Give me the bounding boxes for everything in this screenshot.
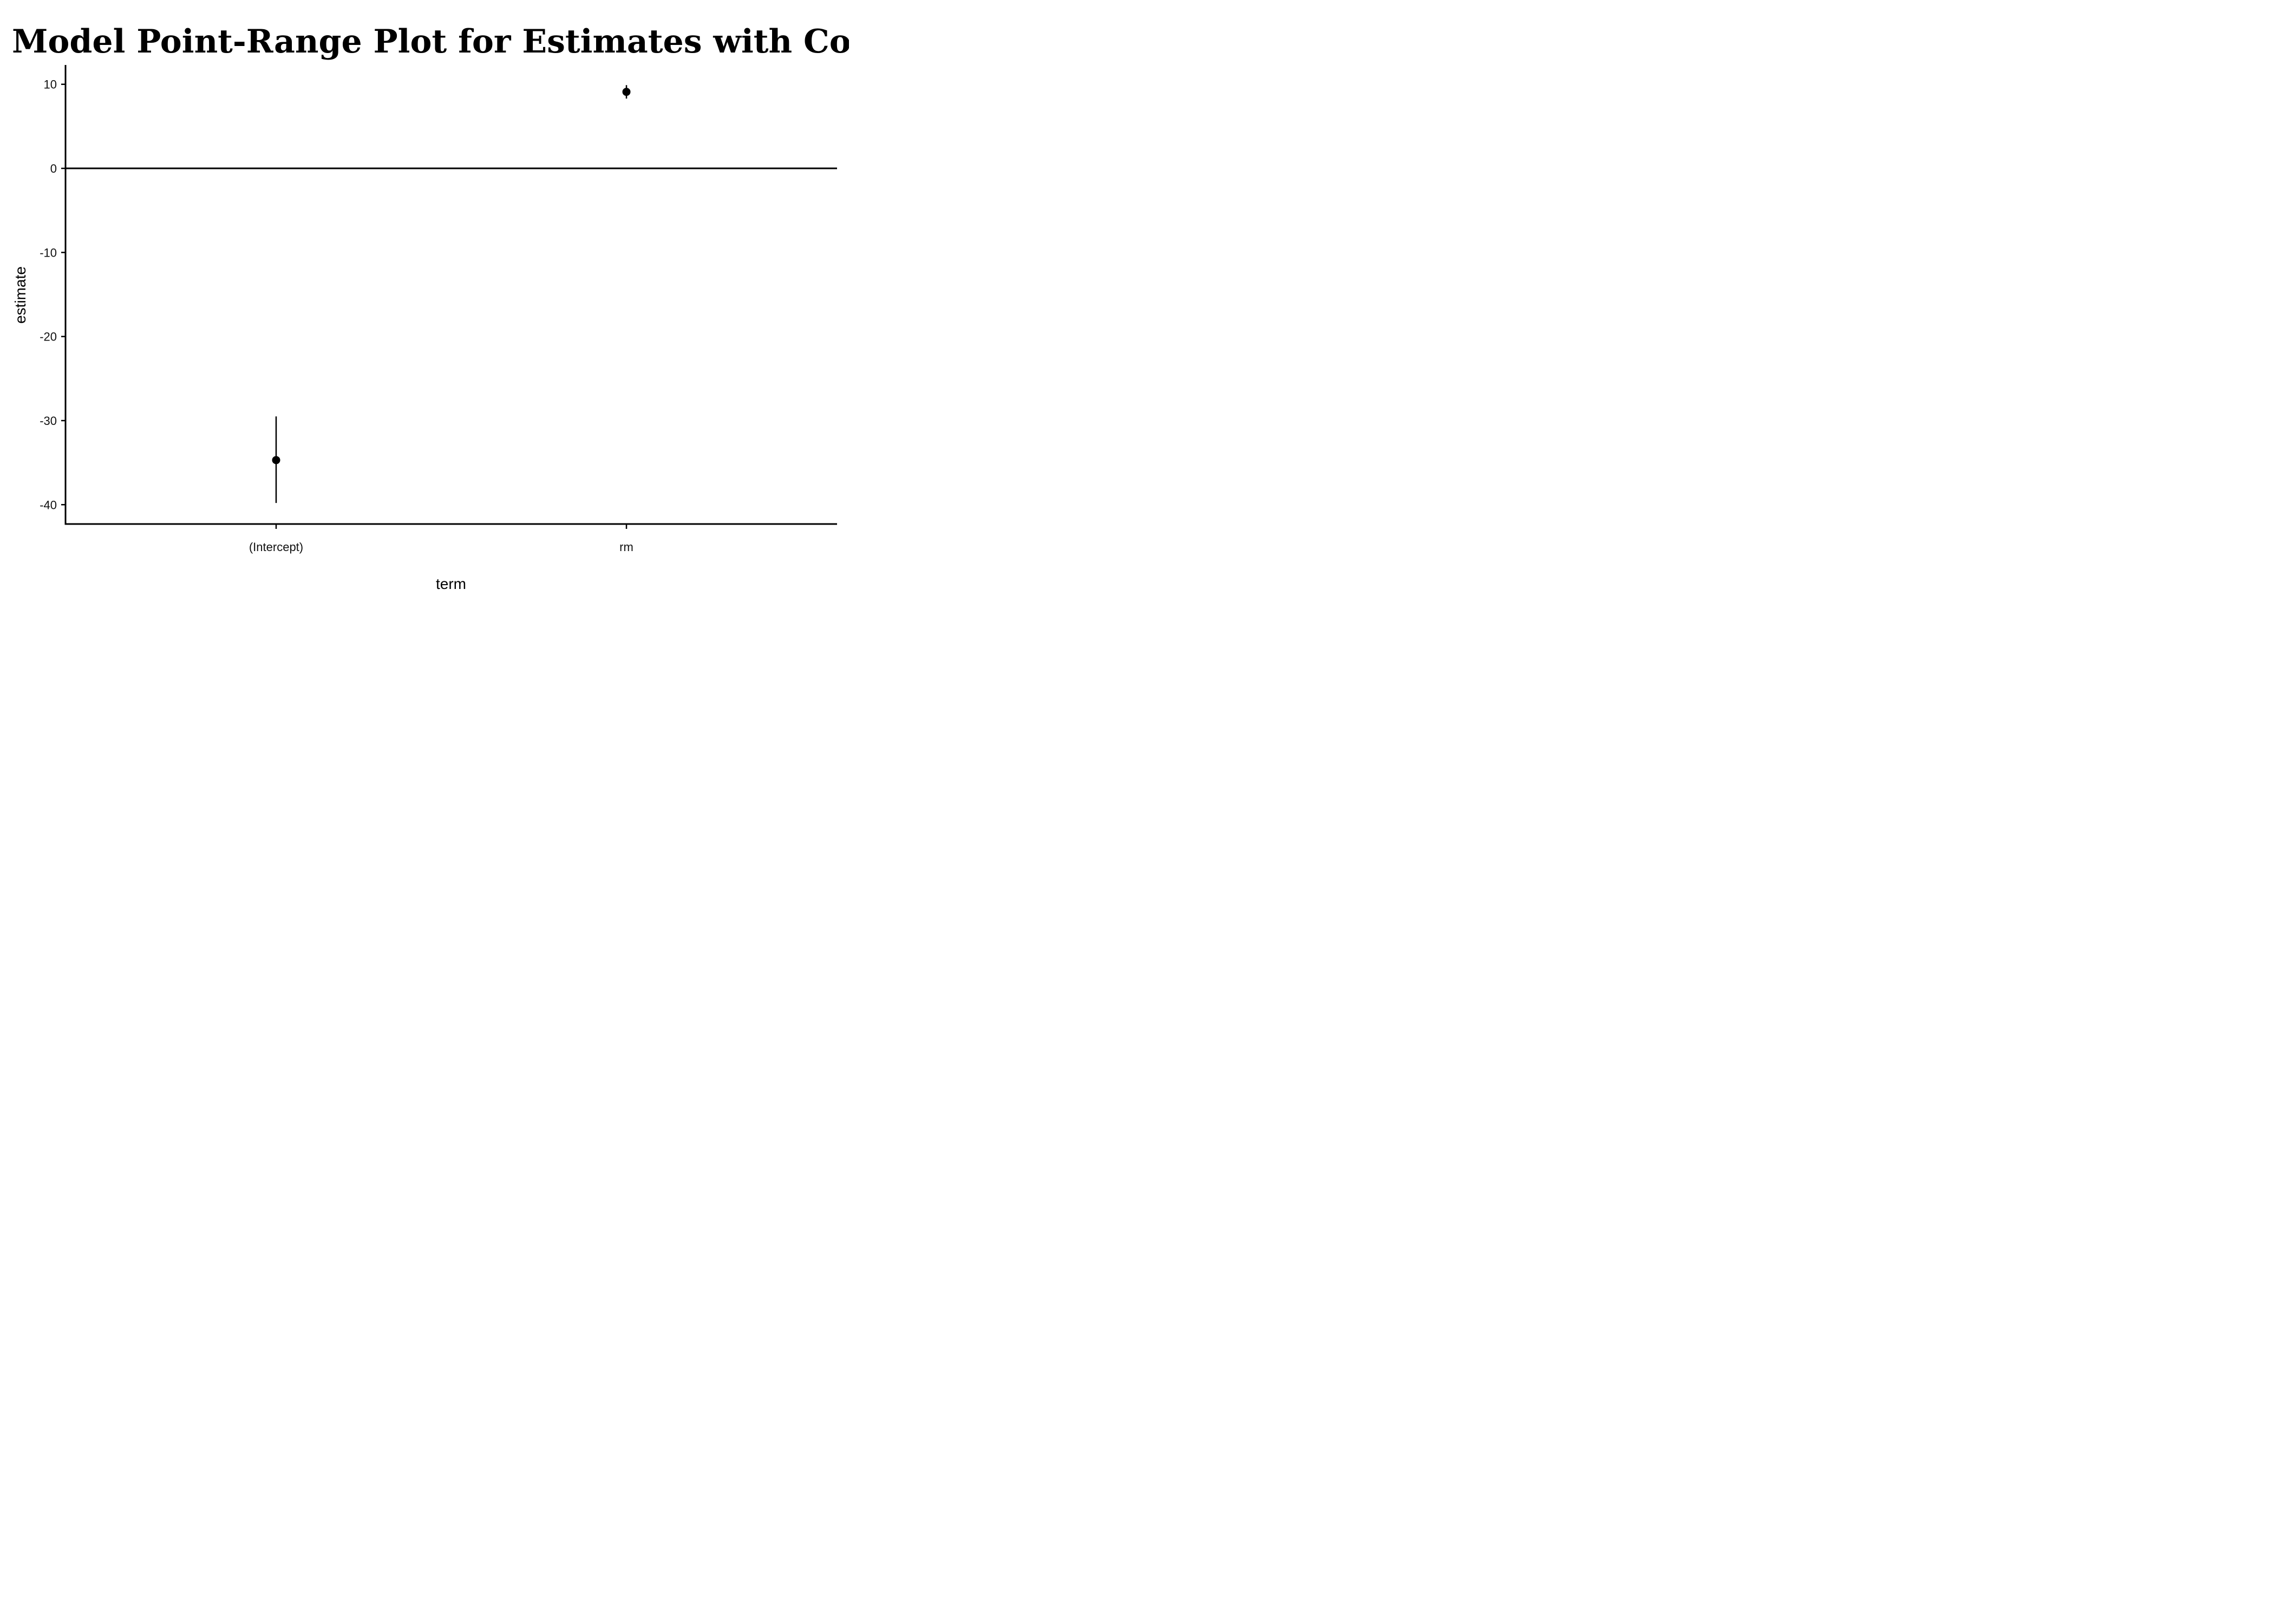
estimate-point-rm	[622, 88, 631, 96]
y-tick-label: -30	[40, 414, 57, 428]
y-tick-label: -40	[40, 498, 57, 512]
x-axis-title: term	[436, 575, 466, 592]
y-tick-label: -20	[40, 330, 57, 344]
y-tick-label: 10	[44, 78, 57, 91]
point-range-marks	[272, 85, 631, 503]
y-tick-label: 0	[50, 162, 57, 175]
x-axis: (Intercept) rm	[64, 523, 837, 554]
point-range-chart: Model Point-Range Plot for Estimates wit…	[0, 0, 849, 606]
chart-background	[0, 0, 849, 606]
y-axis-title: estimate	[12, 266, 29, 324]
x-tick-label: rm	[619, 540, 633, 554]
x-tick-label: (Intercept)	[249, 540, 303, 554]
y-axis: 10 0 -10 -20 -30 -40	[40, 65, 67, 525]
chart-title: Model Point-Range Plot for Estimates wit…	[12, 23, 849, 61]
y-tick-label: -10	[40, 246, 57, 259]
estimate-point-intercept	[272, 456, 280, 464]
